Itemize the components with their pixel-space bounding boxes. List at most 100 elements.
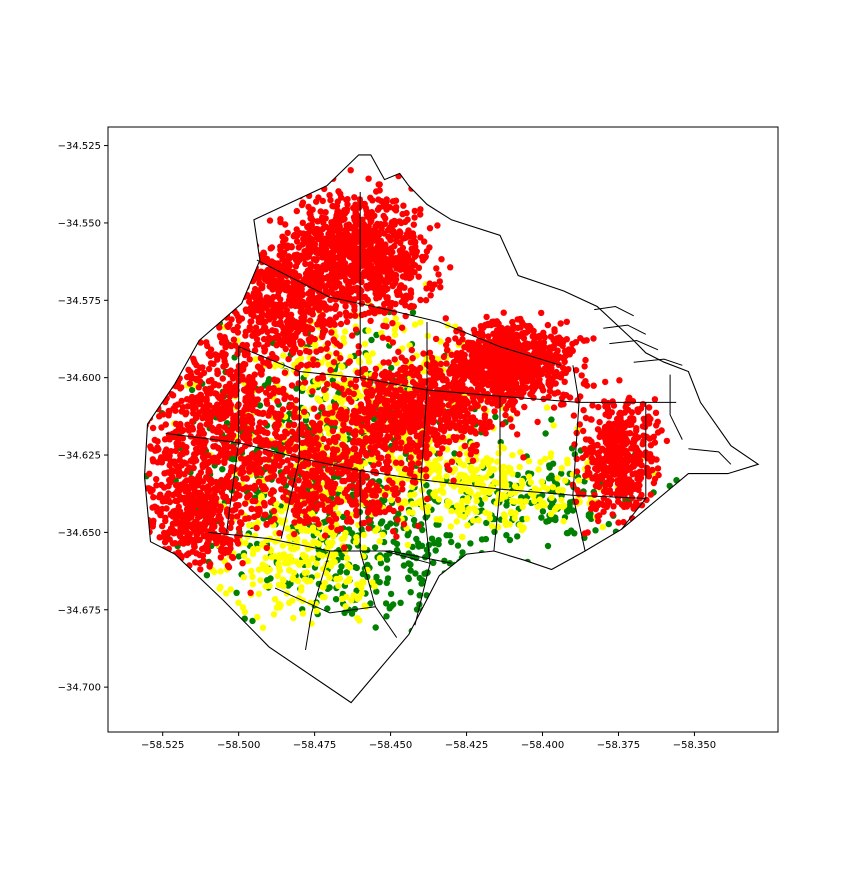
point-yellow [548,494,555,501]
point-yellow [459,533,466,541]
point-yellow [293,544,301,551]
point-green [412,570,419,577]
point-yellow [536,496,544,503]
point-red [266,283,273,290]
point-red [316,299,324,306]
point-red [490,367,497,374]
point-yellow [326,574,333,581]
point-green [377,559,385,567]
point-red [481,405,488,412]
point-green [514,471,521,479]
point-red [472,430,479,437]
point-yellow [472,467,479,474]
point-red [399,244,407,252]
point-red [398,393,405,400]
point-yellow [217,568,224,575]
point-red [307,272,314,279]
point-red [447,264,454,271]
point-yellow [460,462,468,469]
point-yellow [353,534,360,541]
point-yellow [509,452,516,459]
point-green [326,584,333,591]
point-red [440,425,447,433]
point-red [358,311,365,319]
point-red [307,209,314,216]
point-red [478,375,485,383]
point-red [559,364,567,371]
point-green [249,617,256,625]
point-red [448,397,455,404]
point-red [407,454,414,461]
point-red [440,389,447,397]
point-red [531,350,538,357]
point-red [508,397,515,404]
point-yellow [350,592,357,599]
point-yellow [313,607,320,615]
point-green [545,517,552,525]
point-yellow [404,541,412,549]
point-green [592,527,599,534]
point-red [469,389,476,396]
point-red [508,375,516,383]
point-red [483,357,490,364]
point-red [457,361,464,368]
point-yellow [312,341,319,348]
point-red [340,391,348,398]
point-red [485,333,492,340]
point-red [411,214,418,221]
point-green [233,589,240,596]
point-yellow [599,523,606,531]
point-red [298,201,306,209]
point-red [302,301,309,308]
point-red [260,249,267,256]
point-red [582,356,589,364]
point-red [533,360,540,367]
point-red [490,383,498,390]
point-green [552,516,559,524]
point-red [293,207,300,215]
point-red [417,206,424,213]
point-yellow [555,487,562,494]
point-yellow [525,458,533,465]
point-red [522,371,529,379]
point-yellow [424,332,432,340]
point-yellow [369,350,376,357]
point-red [538,309,545,317]
point-red [326,321,334,328]
point-red [561,354,568,361]
point-yellow [549,484,557,491]
point-red [530,394,537,401]
point-red [442,315,449,322]
point-red [313,272,320,279]
point-red [250,312,257,319]
point-red [427,292,434,299]
point-green [506,536,514,544]
point-red [261,273,268,281]
point-red [253,291,261,298]
point-red [315,250,322,257]
point-green [235,553,243,560]
point-red [272,328,279,335]
point-yellow [501,513,508,520]
point-red [410,233,417,241]
point-red [282,221,289,228]
point-red [429,419,437,426]
point-yellow [240,574,247,581]
point-green [352,563,359,571]
point-green [564,529,572,537]
point-yellow [286,599,293,606]
point-yellow [500,444,507,452]
point-yellow [486,511,493,518]
point-red [521,403,528,411]
point-yellow [516,521,523,529]
point-green [373,331,380,339]
point-red [305,290,312,297]
point-red [384,387,391,394]
point-red [336,311,343,318]
point-green [544,542,552,550]
point-green [588,515,595,522]
point-red [402,296,409,303]
point-red [503,338,511,345]
point-green [425,541,433,549]
point-green [397,599,404,606]
